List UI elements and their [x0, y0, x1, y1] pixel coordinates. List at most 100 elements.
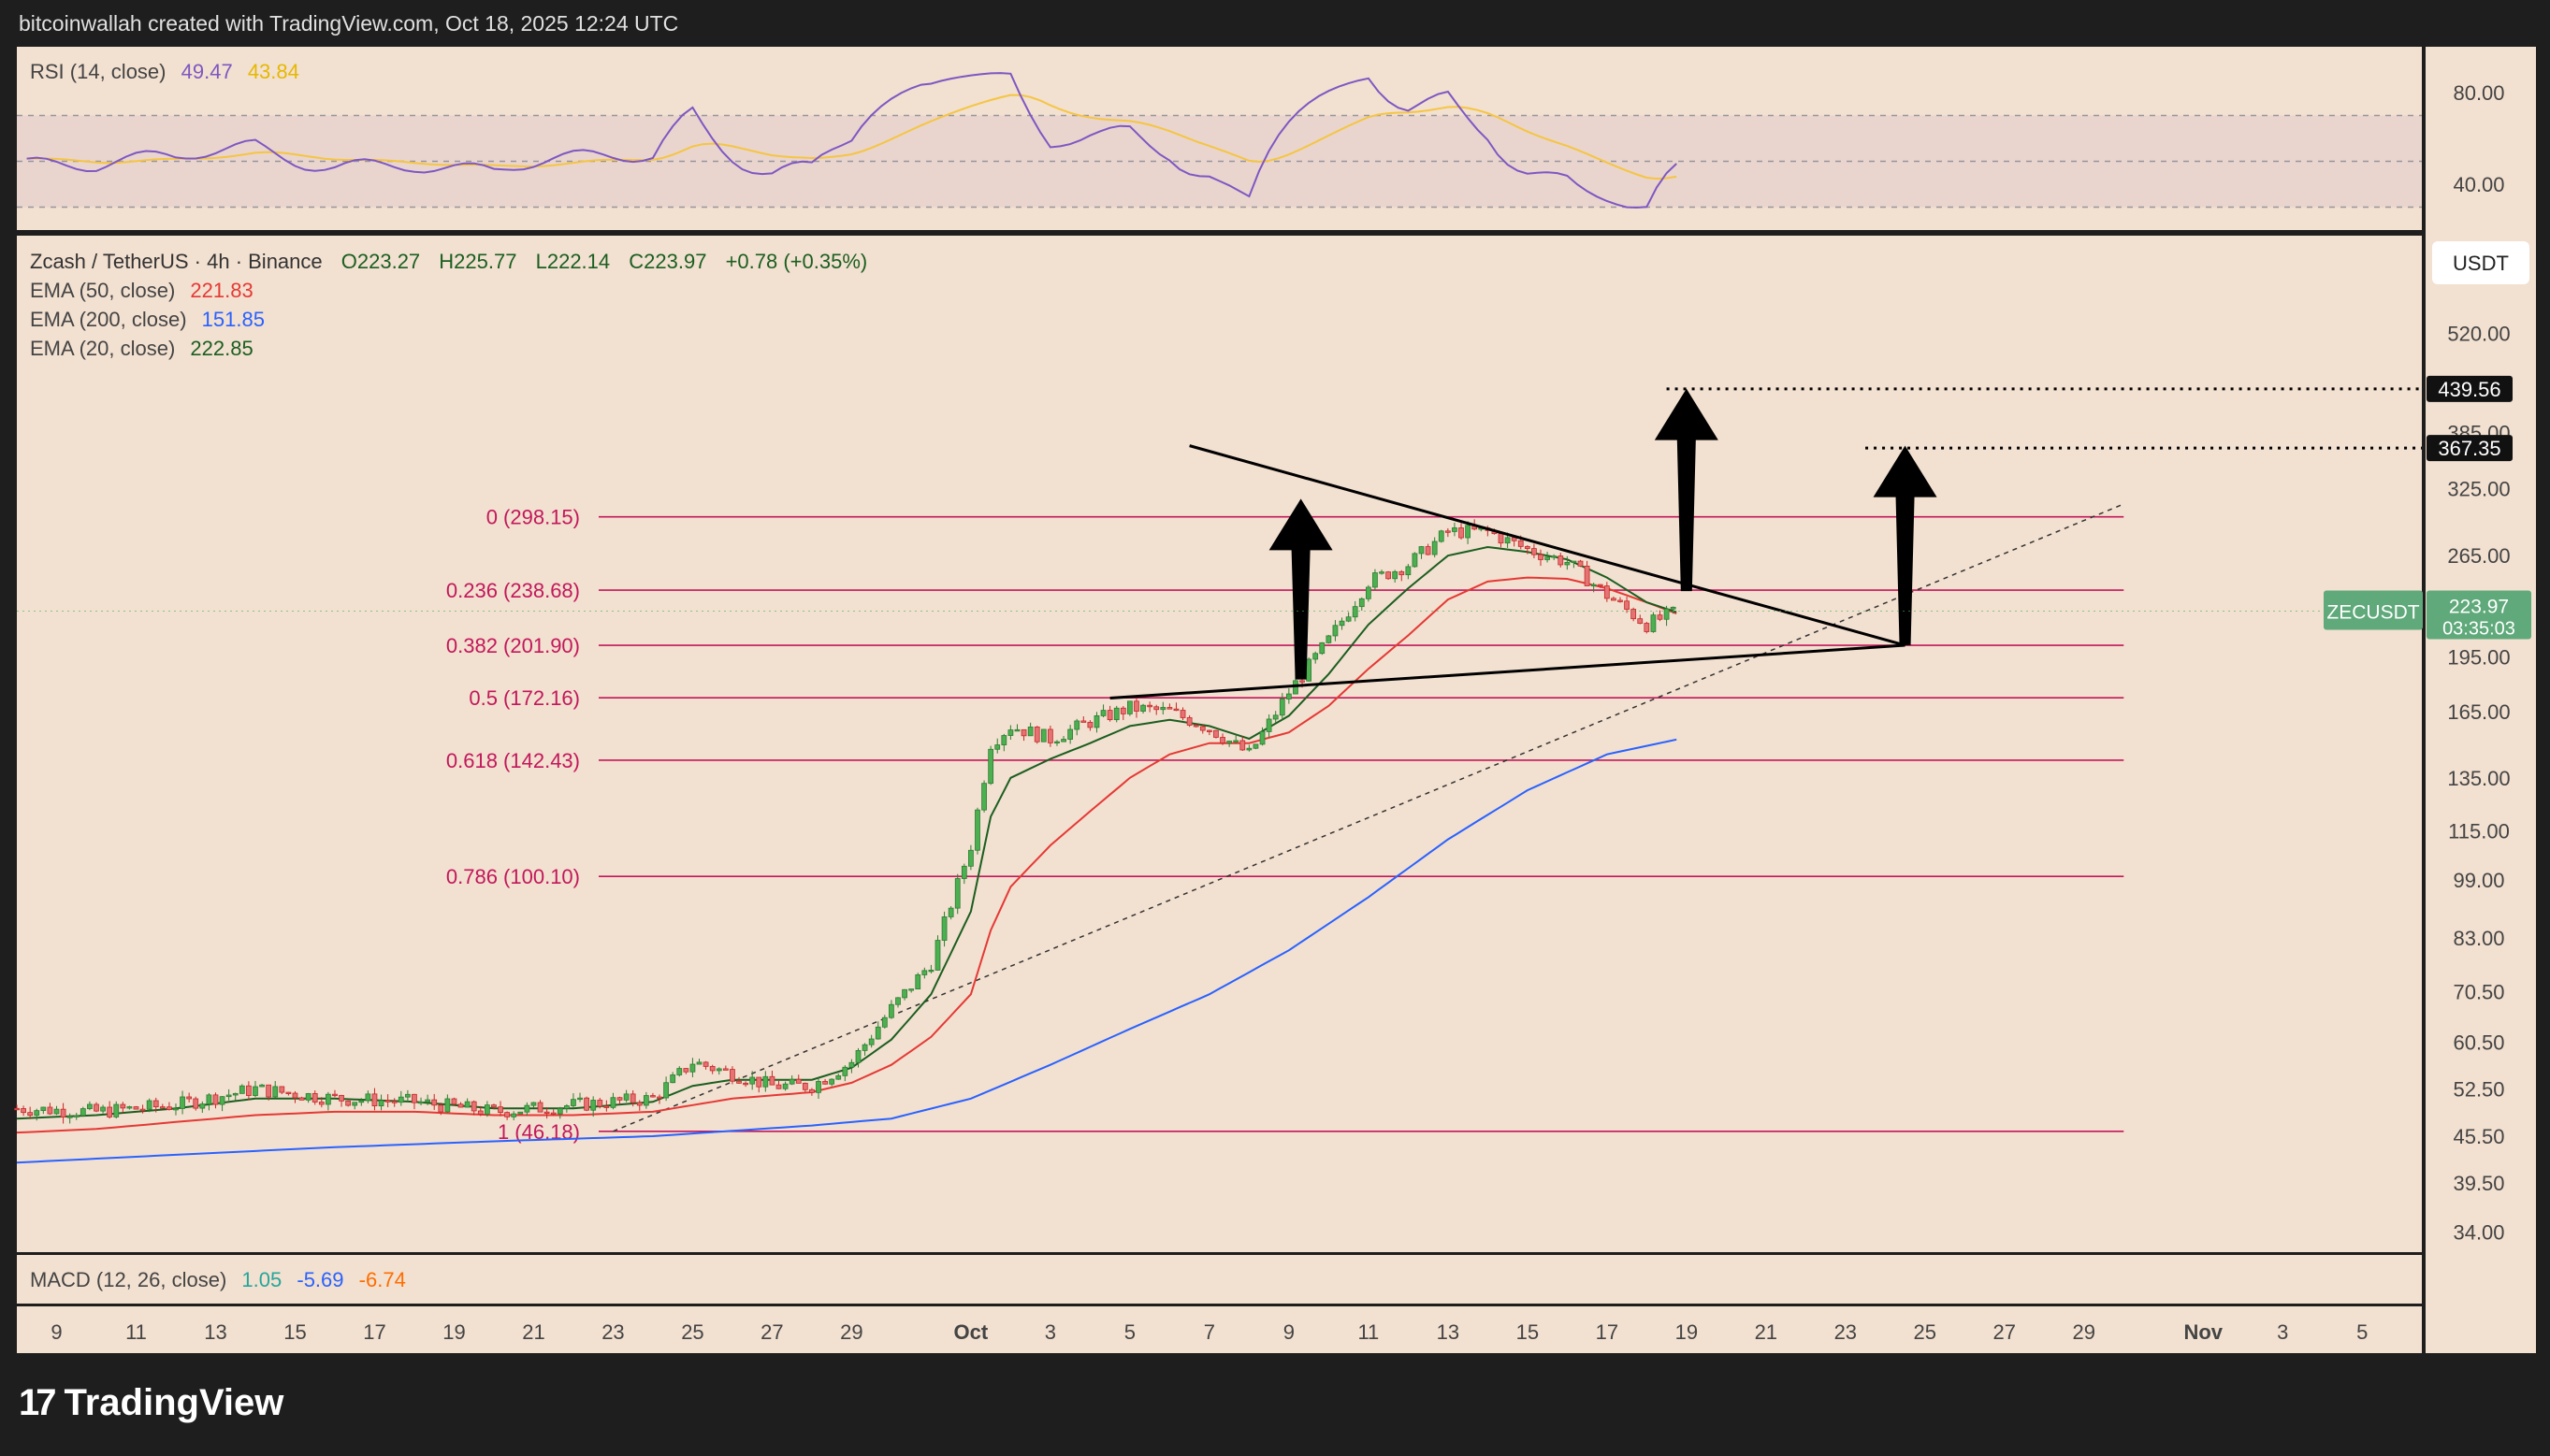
candle — [1048, 725, 1053, 747]
candle-body — [167, 1106, 172, 1110]
candle-body — [1617, 599, 1623, 602]
svg-text:RSI (14, close) 49.47: RSI (14, close) 49.47 43.84 — [30, 60, 299, 83]
candle — [1611, 596, 1616, 601]
candle-body — [326, 1093, 331, 1105]
candle-body — [1425, 546, 1431, 555]
candle — [895, 997, 901, 1008]
candle — [994, 738, 1001, 754]
candle-body — [1153, 706, 1160, 711]
candle-body — [1444, 530, 1451, 533]
tradingview-logo-text: TradingView — [64, 1382, 284, 1423]
candle — [199, 1101, 206, 1113]
price-axis-tick-10: 70.50 — [2453, 981, 2504, 1004]
candle — [1458, 523, 1464, 540]
candle-body — [1048, 728, 1053, 743]
candle — [683, 1068, 689, 1074]
candle — [431, 1093, 438, 1110]
candle — [908, 988, 915, 993]
candle-body — [650, 1095, 656, 1098]
candle — [298, 1096, 305, 1101]
time-axis-panel[interactable] — [17, 1306, 2422, 1353]
candle-body — [563, 1105, 570, 1109]
candle-body — [471, 1101, 477, 1112]
candle — [425, 1094, 431, 1105]
candle-body — [1544, 556, 1550, 560]
candle — [371, 1088, 378, 1111]
candle — [412, 1093, 417, 1110]
candle-body — [1312, 653, 1319, 660]
price-axis-tick-4: 195.00 — [2447, 645, 2510, 669]
candle — [1233, 734, 1239, 744]
candle — [87, 1101, 93, 1111]
candle — [1531, 543, 1537, 558]
candle-body — [266, 1084, 272, 1098]
candle — [875, 1021, 881, 1040]
candle — [1173, 702, 1180, 712]
candle — [133, 1105, 139, 1110]
candle — [584, 1096, 589, 1112]
candle-body — [875, 1026, 881, 1040]
candle-body — [412, 1093, 417, 1103]
ema200-legend-name: EMA (200, close) — [30, 308, 187, 331]
tradingview-logo[interactable]: 17 TradingView — [19, 1382, 283, 1424]
time-axis-label-17: 13 — [1437, 1320, 1459, 1344]
candle-body — [730, 1069, 735, 1082]
candle — [543, 1107, 550, 1119]
candle-body — [1452, 527, 1457, 532]
candle-body — [968, 849, 974, 867]
time-axis-label-13: 5 — [1124, 1320, 1136, 1344]
candle-body — [1080, 720, 1087, 723]
time-axis-label-9: 27 — [761, 1320, 783, 1344]
candle-body — [305, 1093, 312, 1101]
candle — [272, 1081, 279, 1099]
candle-body — [94, 1103, 99, 1112]
candle-body — [1603, 585, 1610, 599]
candle — [180, 1090, 185, 1115]
time-axis-label-2: 13 — [204, 1320, 226, 1344]
fib-level-label-2: 0.382 (201.90) — [446, 634, 580, 657]
candle — [318, 1097, 325, 1108]
candle — [1345, 612, 1352, 623]
candle — [1412, 552, 1418, 568]
candle-body — [643, 1095, 649, 1106]
candle-body — [816, 1081, 821, 1093]
candle-body — [1650, 614, 1657, 632]
candle — [703, 1060, 709, 1070]
candle-body — [603, 1105, 610, 1108]
candle-body — [1538, 554, 1543, 560]
dashed-support-line — [613, 503, 2124, 1132]
candle — [152, 1097, 159, 1113]
candle — [689, 1058, 696, 1078]
candle — [464, 1098, 471, 1108]
candle — [730, 1066, 735, 1085]
candle — [1220, 733, 1225, 745]
candle-body — [1365, 586, 1371, 599]
candle-body — [1504, 537, 1511, 544]
ema50-line — [16, 576, 1677, 1134]
candle — [1007, 725, 1014, 741]
candle-body — [842, 1066, 848, 1076]
candle-body — [775, 1084, 782, 1089]
candle — [1061, 736, 1066, 742]
candle — [1398, 569, 1405, 582]
candle-body — [1239, 740, 1246, 751]
candle — [928, 964, 935, 973]
current-price-box — [2427, 590, 2531, 640]
candle-body — [53, 1108, 60, 1115]
candle-body — [577, 1097, 583, 1101]
candle — [948, 906, 954, 920]
macd-signal-value: -5.69 — [297, 1268, 343, 1291]
candle — [676, 1066, 683, 1077]
candle — [571, 1093, 576, 1109]
candle — [1657, 610, 1663, 622]
candle — [981, 780, 987, 813]
currency-box[interactable] — [2432, 241, 2529, 284]
candle-body — [881, 1016, 888, 1028]
candle — [139, 1104, 146, 1114]
candle — [1577, 559, 1584, 568]
candle-body — [663, 1082, 669, 1099]
candle-body — [795, 1078, 802, 1084]
candle — [1564, 555, 1571, 570]
candle — [1193, 724, 1199, 728]
candle — [1027, 722, 1034, 737]
